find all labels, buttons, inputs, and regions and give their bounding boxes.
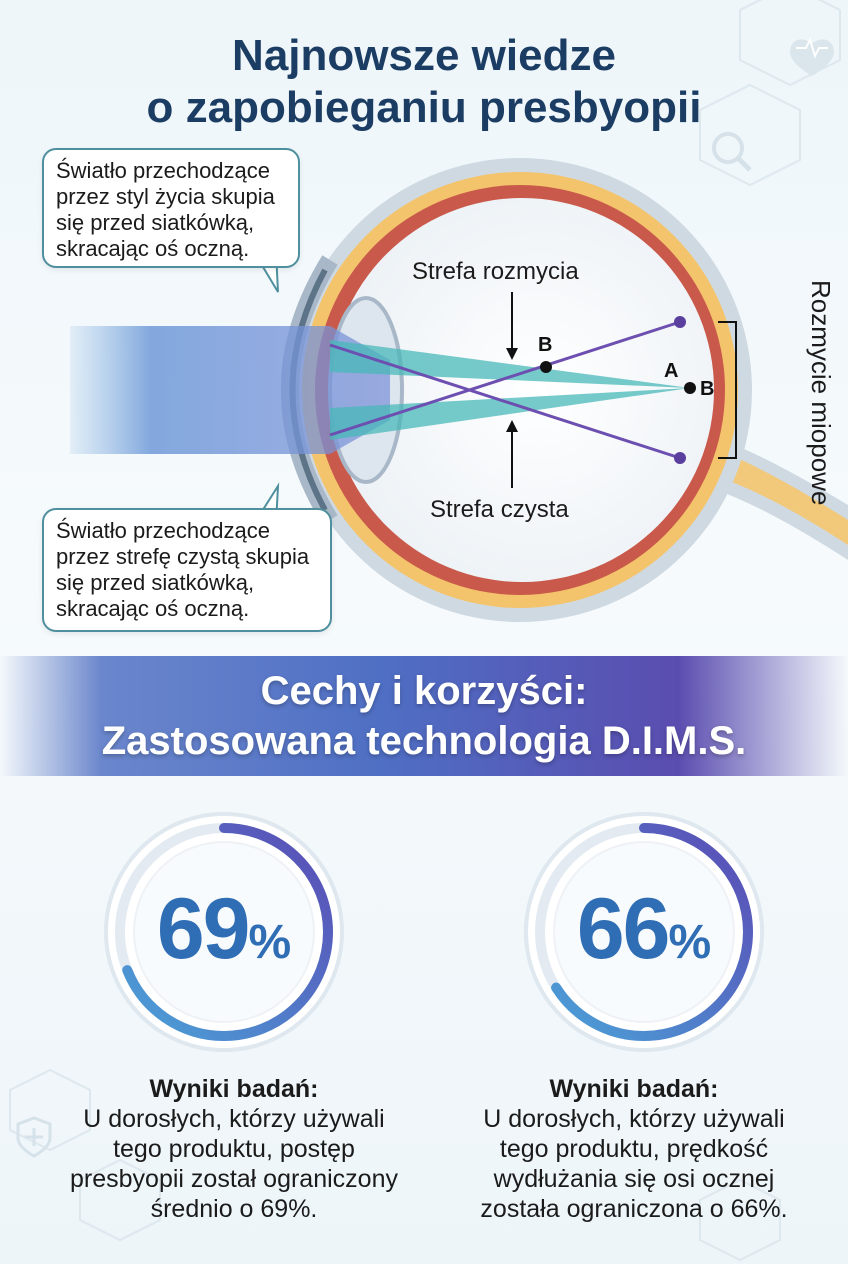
- myopic-bracket: [718, 321, 737, 459]
- callout-bottom-line: skracając oś oczną.: [56, 596, 250, 621]
- ring-2-progress: [535, 823, 753, 1041]
- banner-line-1: Cechy i korzyści:: [260, 669, 588, 713]
- clear-zone-label: Strefa czysta: [430, 496, 569, 523]
- magnifier-icon: [712, 132, 752, 172]
- result-1-line: U dorosłych, którzy używali: [83, 1105, 385, 1133]
- result-2-line: wydłużania się osi ocznej: [493, 1165, 775, 1193]
- stat-2-number: 66: [576, 881, 671, 977]
- callout-top-line: się przed siatkówką,: [56, 210, 255, 235]
- ring-2-inner: [553, 841, 735, 1023]
- stat-value-1: 69%: [100, 880, 348, 979]
- result-text-2: Wyniki badań: U dorosłych, którzy używal…: [424, 1074, 844, 1224]
- result-2-line: U dorosłych, którzy używali: [483, 1105, 785, 1133]
- focus-point-b: [540, 361, 552, 373]
- result-1-line: tego produktu, postęp: [113, 1135, 355, 1163]
- callout-lifestyle: Światło przechodzące przez styl życia sk…: [42, 148, 300, 268]
- stat-ring-1: [104, 812, 344, 1052]
- page-title-line-1: Najnowsze wiedze: [232, 31, 616, 80]
- result-2-line: tego produktu, prędkość: [499, 1135, 769, 1163]
- result-text-1: Wyniki badań: U dorosłych, którzy używal…: [24, 1074, 444, 1224]
- light-beam: [70, 326, 390, 454]
- stat-ring-2: [524, 812, 764, 1052]
- result-2-line: została ograniczona o 66%.: [480, 1195, 788, 1223]
- features-banner: [0, 656, 848, 776]
- retina-point-top: [674, 316, 686, 328]
- features-banner-text: Cechy i korzyści: Zastosowana technologi…: [0, 666, 848, 766]
- page-title-line-2: o zapobieganiu presbyopii: [146, 83, 702, 132]
- point-b-retina-label: B: [700, 378, 715, 400]
- retina-point-bottom: [674, 452, 686, 464]
- myopic-blur-label: Rozmycie miopowe: [806, 280, 836, 506]
- eye-diagram: [70, 158, 848, 622]
- stat-1-unit: %: [248, 916, 292, 969]
- callout-bottom-line: Światło przechodzące: [56, 518, 271, 543]
- callout-bottom-line: się przed siatkówką,: [56, 570, 255, 595]
- vitreous-body: [330, 198, 714, 582]
- point-b-label: B: [538, 334, 553, 356]
- shield-cross-icon: [16, 1116, 52, 1158]
- arrow-blur-zone-head: [506, 348, 518, 360]
- page-title: Najnowsze wiedze o zapobieganiu presbyop…: [0, 30, 848, 134]
- ring-1-inner: [133, 841, 315, 1023]
- banner-line-2: Zastosowana technologia D.I.M.S.: [101, 719, 747, 763]
- stat-2-unit: %: [668, 916, 712, 969]
- result-1-line: presbyopii został ograniczony: [70, 1165, 398, 1193]
- focus-point-a: [684, 382, 696, 394]
- ray-blur-up: [329, 320, 681, 437]
- ray-clear-bottom: [330, 388, 690, 440]
- callout-top-line: skracając oś oczną.: [56, 236, 250, 261]
- stat-value-2: 66%: [520, 880, 768, 979]
- ray-clear-top: [330, 340, 690, 388]
- heart-monitor-icon: [790, 37, 834, 76]
- blur-zone-label: Strefa rozmycia: [412, 258, 579, 285]
- ray-blur-down: [329, 343, 681, 460]
- result-1-heading: Wyniki badań:: [149, 1075, 319, 1103]
- result-1-line: średnio o 69%.: [150, 1195, 318, 1223]
- callout-bottom-line: przez strefę czystą skupia: [56, 544, 310, 569]
- callout-top-line: Światło przechodzące: [56, 158, 271, 183]
- stat-1-number: 69: [156, 881, 251, 977]
- point-a-label: A: [664, 360, 679, 382]
- result-2-heading: Wyniki badań:: [549, 1075, 719, 1103]
- arrow-clear-zone-head: [506, 420, 518, 432]
- callout-clear-zone: Światło przechodzące przez strefę czystą…: [42, 508, 332, 632]
- callout-top-line: przez styl życia skupia: [56, 184, 275, 209]
- ring-1-progress: [115, 823, 333, 1041]
